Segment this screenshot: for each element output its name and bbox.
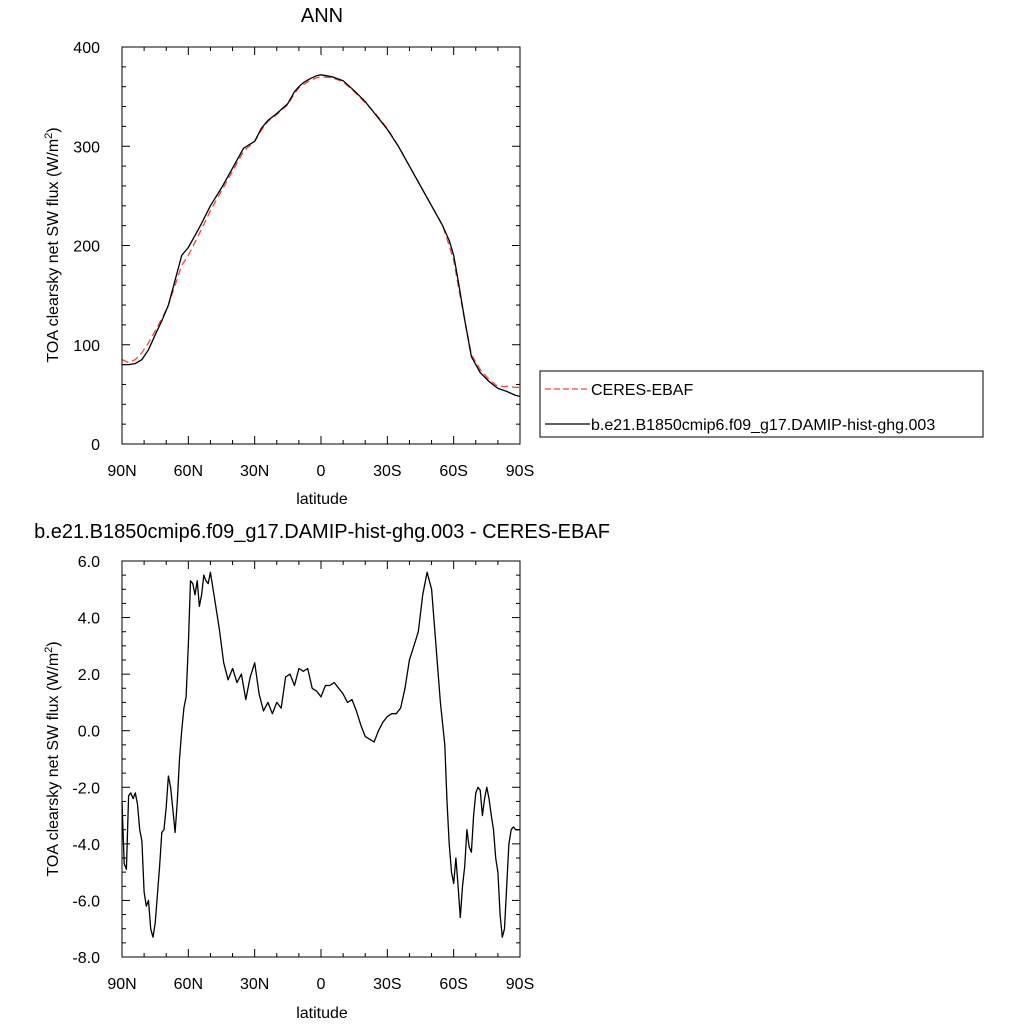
bottom-y-tick-label: -2.0 — [72, 780, 100, 797]
top-x-tick-label: 30S — [373, 463, 401, 480]
bottom-x-tick-label: 90S — [506, 976, 534, 993]
top-y-tick-label: 300 — [73, 139, 100, 156]
legend-label-model: b.e21.B1850cmip6.f09_g17.DAMIP-hist-ghg.… — [591, 417, 935, 434]
bottom-plot-frame — [121, 560, 521, 958]
bottom-x-tick-label: 60S — [439, 976, 467, 993]
top-x-tick-label: 60N — [174, 463, 203, 480]
top-panel: ANN 90N 60N 30N 0 30S 60S 90S 0 100 200 300 400 lat… — [43, 5, 984, 508]
bottom-y-tick-label: 2.0 — [78, 667, 100, 684]
top-y-tick-label: 200 — [73, 239, 100, 256]
bottom-y-tick-label: -8.0 — [72, 950, 100, 967]
top-chart-title: ANN — [301, 5, 343, 27]
bottom-series-layer — [121, 571, 520, 938]
bottom-x-tick-label: 0 — [317, 976, 326, 993]
bottom-y-tick-label: 6.0 — [78, 554, 100, 571]
bottom-y-tick-label: -4.0 — [72, 837, 100, 854]
top-x-tick-label: 30N — [240, 463, 269, 480]
top-y-tick-label: 0 — [91, 437, 100, 454]
top-x-tick-label: 0 — [317, 463, 326, 480]
bottom-ticks-layer: 90N 60N 30N 0 30S 60S 90S -8.0 -6.0 -4.0 -2.0 0.0 2.… — [72, 554, 534, 993]
legend-box — [539, 370, 984, 438]
top-x-axis-label: latitude — [296, 491, 348, 508]
top-series-line-0 — [121, 76, 520, 389]
top-plot-frame — [121, 46, 521, 445]
bottom-chart-title: b.e21.B1850cmip6.f09_g17.DAMIP-hist-ghg.… — [34, 521, 610, 543]
top-y-tick-label: 400 — [73, 40, 100, 57]
bottom-y-tick-label: 4.0 — [78, 611, 100, 628]
bottom-x-tick-label: 30N — [240, 976, 269, 993]
bottom-x-tick-label: 60N — [174, 976, 203, 993]
bottom-y-axis-label: TOA clearsky net SW flux (W/m2) — [43, 641, 62, 876]
top-x-tick-label: 90N — [107, 463, 136, 480]
top-ticks-layer: 90N 60N 30N 0 30S 60S 90S 0 100 200 300 400 — [73, 40, 534, 480]
top-y-axis-label: TOA clearsky net SW flux (W/m2) — [43, 127, 62, 362]
top-series-line-1 — [122, 74, 521, 398]
bottom-y-tick-label: 0.0 — [78, 724, 100, 741]
bottom-x-axis-label: latitude — [296, 1005, 348, 1022]
top-x-tick-label: 60S — [439, 463, 467, 480]
top-series-layer — [121, 74, 521, 398]
bottom-x-tick-label: 30S — [373, 976, 401, 993]
top-y-tick-label: 100 — [73, 338, 100, 355]
legend: CERES-EBAF b.e21.B1850cmip6.f09_g17.DAMI… — [539, 370, 984, 438]
bottom-panel: b.e21.B1850cmip6.f09_g17.DAMIP-hist-ghg.… — [34, 521, 610, 1022]
bottom-series-line-0 — [121, 571, 520, 938]
bottom-y-tick-label: -6.0 — [72, 893, 100, 910]
bottom-x-tick-label: 90N — [107, 976, 136, 993]
legend-label-ceres: CERES-EBAF — [591, 382, 693, 399]
top-x-tick-label: 90S — [506, 463, 534, 480]
